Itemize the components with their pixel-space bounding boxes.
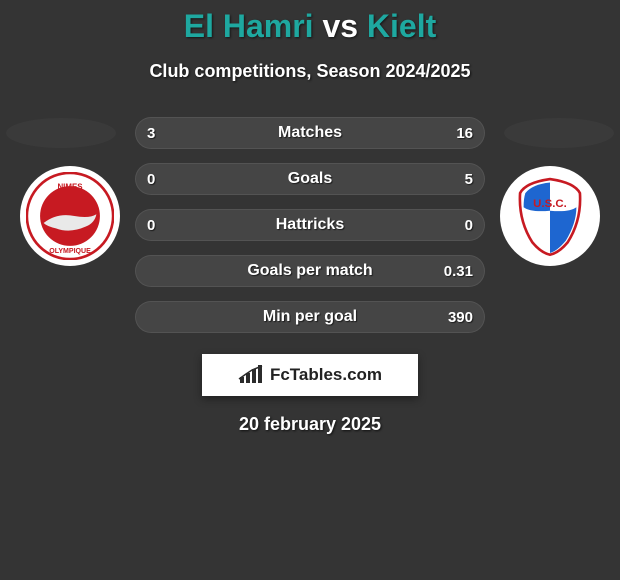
stat-left-value: 0 <box>147 171 155 188</box>
stat-pill: 0 Hattricks 0 <box>135 209 485 241</box>
source-logo-plate: FcTables.com <box>202 354 418 396</box>
player-left-name: El Hamri <box>184 8 314 44</box>
stat-right-value: 16 <box>456 125 473 142</box>
stat-label: Goals per match <box>247 262 372 280</box>
content-area: NIMES OLYMPIQUE U.S.C. 3Matches160Goals5… <box>0 110 620 435</box>
stat-pill: Goals per match 0.31 <box>135 255 485 287</box>
stat-row: 3 Matches 16 <box>0 110 620 156</box>
comparison-card: El Hamri vs Kielt Club competitions, Sea… <box>0 0 620 580</box>
stat-left-value: 3 <box>147 125 155 142</box>
stat-row: 0 Hattricks 0 <box>0 202 620 248</box>
stat-right-value: 5 <box>465 171 473 188</box>
stat-label: Hattricks <box>276 216 344 234</box>
stat-pill: 3 Matches 16 <box>135 117 485 149</box>
player-right-name: Kielt <box>367 8 436 44</box>
date-text: 20 february 2025 <box>0 414 620 435</box>
stat-right-value: 390 <box>448 309 473 326</box>
stat-pill: Min per goal 390 <box>135 301 485 333</box>
subtitle: Club competitions, Season 2024/2025 <box>0 61 620 82</box>
stat-row: Goals per match 0.31 <box>0 248 620 294</box>
stat-row: Min per goal 390 <box>0 294 620 340</box>
source-logo-text: FcTables.com <box>270 365 382 385</box>
page-title: El Hamri vs Kielt <box>0 0 620 45</box>
stat-label: Matches <box>278 124 342 142</box>
stat-label: Goals <box>288 170 332 188</box>
stat-right-value: 0 <box>465 217 473 234</box>
title-separator: vs <box>322 8 358 44</box>
bar-chart-icon <box>238 365 264 385</box>
stat-pill: 0 Goals 5 <box>135 163 485 195</box>
stat-label: Min per goal <box>263 308 357 326</box>
stats-list: 3 Matches 16 0 Goals 5 0 Hattricks 0 Goals per ma… <box>0 110 620 340</box>
stat-left-value: 0 <box>147 217 155 234</box>
stat-row: 0 Goals 5 <box>0 156 620 202</box>
stat-right-value: 0.31 <box>444 263 473 280</box>
